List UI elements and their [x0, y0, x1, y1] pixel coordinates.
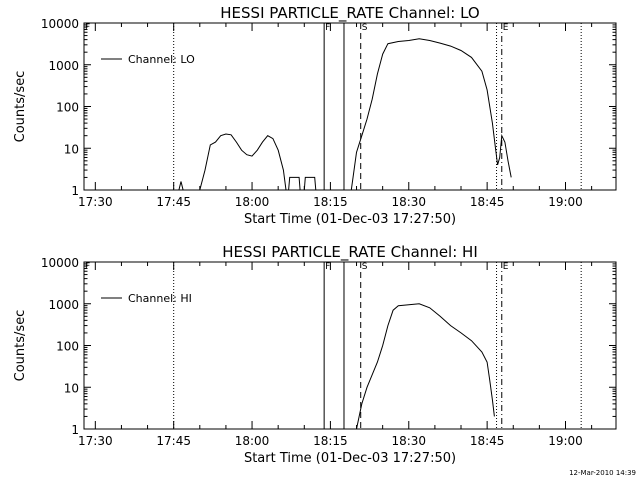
start-edge-marker: F [85, 23, 90, 33]
x-axis-label: Start Time (01-Dec-03 17:27:50) [244, 451, 456, 466]
x-tick-label: 17:30 [78, 195, 113, 209]
y-tick-label: 10000 [41, 17, 79, 31]
x-tick-label: 17:45 [156, 434, 191, 448]
start-edge-marker: F [85, 262, 90, 272]
plot-frame [83, 22, 617, 191]
y-tick-label: 10000 [41, 256, 79, 270]
chart-panel-2: HESSI PARTICLE_RATE Channel: HI 1 10 100 100… [13, 243, 617, 466]
y-axis-label: Counts/sec [13, 71, 28, 143]
x-tick-label: 19:00 [548, 195, 583, 209]
series-line [350, 38, 512, 191]
x-tick-label: 18:45 [470, 195, 505, 209]
chart-panel-1: HESSI PARTICLE_RATE Channel: LO 1 10 100 100… [13, 4, 617, 227]
marker-label: S [362, 23, 368, 33]
marker-label: F [325, 262, 330, 272]
y-tick-label: 1000 [48, 298, 79, 312]
marker-label: E [503, 23, 509, 33]
x-tick-label: 19:00 [548, 434, 583, 448]
plot-frame [83, 261, 617, 430]
x-tick-label: 17:30 [78, 434, 113, 448]
y-tick-label: 100 [56, 101, 79, 115]
y-tick-label: 10 [64, 142, 79, 156]
x-tick-label: 17:45 [156, 195, 191, 209]
series-line [178, 181, 184, 191]
y-axis-label: Counts/sec [13, 310, 28, 382]
marker-label: E [503, 262, 509, 272]
series-line [288, 176, 317, 191]
x-tick-label: 18:45 [470, 434, 505, 448]
marker-label: S [362, 262, 368, 272]
chart-title: HESSI PARTICLE_RATE Channel: LO [220, 4, 479, 23]
y-tick-label: 100 [56, 340, 79, 354]
y-tick-label: 1 [71, 423, 79, 437]
x-axis-label: Start Time (01-Dec-03 17:27:50) [244, 212, 456, 227]
series-line [356, 303, 495, 430]
y-tick-label: 1000 [48, 59, 79, 73]
x-tick-label: 18:30 [391, 195, 426, 209]
x-tick-label: 18:00 [235, 434, 270, 448]
chart-title: HESSI PARTICLE_RATE Channel: HI [222, 243, 478, 262]
y-tick-label: 1 [71, 184, 79, 198]
x-tick-label: 18:30 [391, 434, 426, 448]
series-line [199, 133, 287, 191]
footer-timestamp: 12-Mar-2010 14:39 [569, 469, 636, 477]
legend-label: Channel: HI [128, 292, 192, 305]
x-tick-label: 18:15 [313, 434, 348, 448]
y-tick-label: 10 [64, 381, 79, 395]
legend-label: Channel: LO [128, 53, 195, 66]
x-tick-label: 18:15 [313, 195, 348, 209]
x-tick-label: 18:00 [235, 195, 270, 209]
marker-label: F [325, 23, 330, 33]
